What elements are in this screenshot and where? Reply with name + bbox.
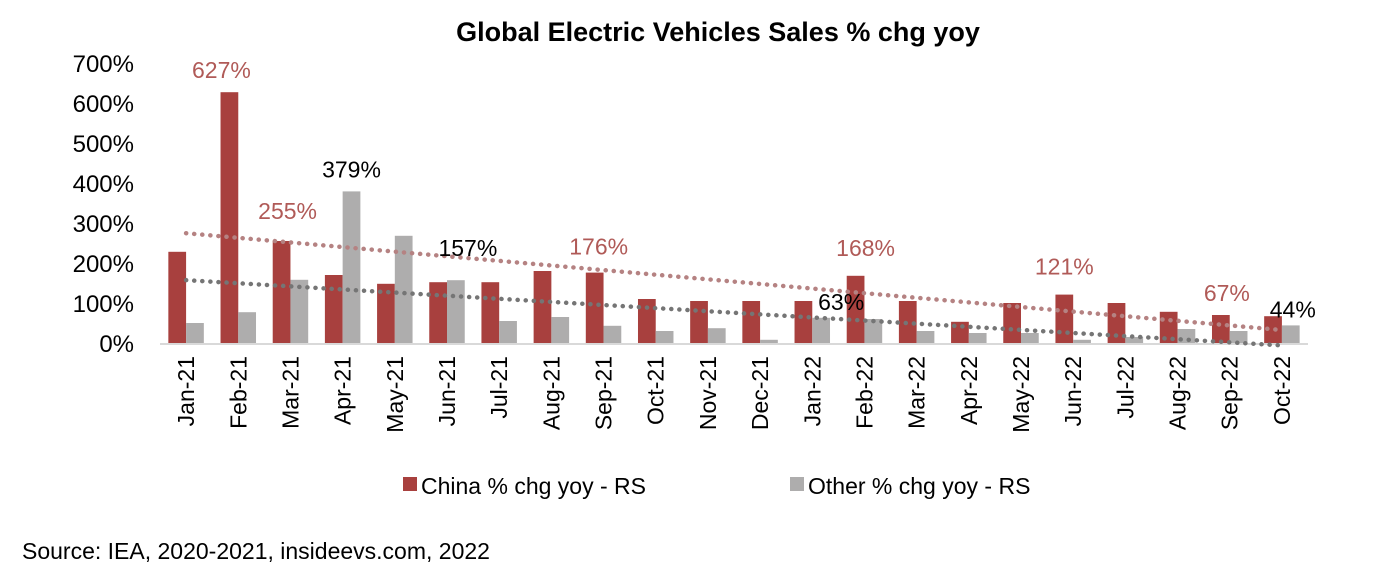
data-label: 176% (569, 234, 628, 260)
bar-china-sep-21 (585, 272, 604, 343)
legend: China % chg yoy - RS Other % chg yoy - R… (403, 473, 1030, 499)
bar-china-jun-22 (1055, 294, 1074, 343)
data-label: 627% (192, 57, 251, 83)
trendline-china (183, 230, 1285, 333)
x-tick-label: Sep-21 (591, 356, 617, 430)
bar-china-nov-21 (690, 301, 708, 343)
bar-china-mar-21 (272, 241, 291, 343)
y-tick-label: 200% (73, 251, 134, 278)
bar-china-oct-21 (637, 299, 656, 343)
bar-other-nov-21 (707, 328, 726, 343)
bar-china-jul-22 (1107, 303, 1126, 343)
bars (168, 92, 1300, 343)
source-note: Source: IEA, 2020-2021, insideevs.com, 2… (22, 538, 490, 564)
bar-china-dec-21 (742, 301, 761, 343)
x-tick-label: May-22 (1008, 356, 1034, 433)
y-tick-label: 0% (99, 331, 134, 358)
x-tick-label: Oct-21 (643, 356, 669, 425)
x-tick-label: Jun-22 (1060, 356, 1086, 426)
bar-other-mar-22 (916, 331, 935, 343)
x-tick-label: Mar-22 (904, 356, 930, 429)
bar-china-jan-21 (168, 251, 187, 343)
bar-other-jan-21 (186, 323, 204, 343)
bar-china-may-22 (1003, 303, 1021, 343)
bar-other-apr-22 (968, 333, 987, 343)
bar-other-feb-22 (864, 319, 883, 343)
y-tick-label: 500% (73, 131, 134, 158)
bar-other-apr-21 (342, 191, 361, 343)
y-tick-label: 600% (73, 91, 134, 118)
x-tick-label: Jul-22 (1112, 356, 1138, 419)
data-label: 255% (258, 198, 317, 224)
data-label: 44% (1270, 296, 1316, 322)
ev-sales-chart: Global Electric Vehicles Sales % chg yoy… (73, 17, 1316, 499)
bar-other-mar-21 (290, 279, 309, 343)
x-tick-label: Mar-21 (277, 356, 303, 429)
data-label: 168% (836, 235, 895, 261)
bar-china-jul-21 (481, 282, 500, 343)
trendline-other (183, 277, 1285, 348)
bar-china-feb-21 (220, 92, 239, 343)
bar-china-apr-21 (324, 275, 343, 343)
bar-other-jun-22 (1073, 339, 1091, 343)
x-tick-label: Jul-21 (486, 356, 512, 419)
bar-other-may-22 (1021, 333, 1039, 343)
data-label: 157% (438, 235, 497, 261)
y-tick-label: 100% (73, 291, 134, 318)
trendlines (183, 230, 1285, 348)
bar-other-oct-22 (1281, 325, 1300, 343)
bar-china-sep-22 (1211, 315, 1230, 343)
bar-china-oct-22 (1264, 316, 1282, 343)
bar-china-may-21 (377, 283, 395, 343)
x-tick-label: Nov-21 (695, 356, 721, 430)
y-tick-label: 400% (73, 171, 134, 198)
x-axis: Jan-21 Feb-21 Mar-21 Apr-21 May-21 Jun-21 Jul-… (173, 356, 1295, 433)
x-tick-label: Feb-21 (225, 356, 251, 429)
bar-china-jun-21 (429, 282, 447, 343)
data-label: 121% (1035, 254, 1094, 280)
bar-china-feb-22 (846, 275, 865, 343)
bar-other-jan-22 (812, 317, 831, 343)
y-axis: 0% 100% 200% 300% 400% 500% 600% 700% (73, 51, 134, 358)
x-tick-label: Apr-21 (330, 356, 356, 425)
x-tick-label: Jun-21 (434, 356, 460, 426)
x-tick-label: May-21 (382, 356, 408, 433)
bar-other-dec-21 (760, 339, 778, 343)
data-labels: 627% 255%379% 157% 176% 63% 168% 121% 67% 44% (192, 57, 1316, 322)
x-tick-label: Jan-21 (173, 356, 199, 426)
legend-swatch-china (403, 477, 417, 491)
x-tick-label: Apr-22 (956, 356, 982, 425)
bar-other-may-21 (394, 235, 413, 343)
bar-other-feb-21 (238, 312, 257, 343)
chart-title: Global Electric Vehicles Sales % chg yoy (456, 17, 980, 47)
y-tick-label: 700% (73, 51, 134, 78)
bar-other-jul-21 (499, 321, 517, 343)
x-tick-label: Sep-22 (1217, 356, 1243, 430)
legend-swatch-other (790, 477, 804, 491)
x-tick-label: Oct-22 (1269, 356, 1295, 425)
x-tick-label: Aug-22 (1165, 356, 1191, 430)
bar-other-jul-22 (1125, 337, 1144, 343)
data-label: 63% (818, 289, 864, 315)
bar-china-aug-21 (533, 271, 552, 343)
legend-label-other: Other % chg yoy - RS (808, 473, 1030, 499)
x-tick-label: Jan-22 (799, 356, 825, 426)
data-label: 67% (1204, 280, 1250, 306)
y-tick-label: 300% (73, 211, 134, 238)
bar-other-jun-21 (447, 280, 465, 343)
x-tick-label: Aug-21 (538, 356, 564, 430)
legend-label-china: China % chg yoy - RS (421, 473, 646, 499)
x-tick-label: Feb-22 (851, 356, 877, 429)
bar-other-oct-21 (655, 331, 674, 343)
bar-other-aug-21 (551, 317, 570, 343)
x-tick-label: Dec-21 (747, 356, 773, 430)
bar-china-jan-22 (794, 301, 813, 343)
bar-other-sep-22 (1229, 331, 1248, 343)
data-label: 379% (322, 156, 381, 182)
bar-other-sep-21 (603, 325, 622, 343)
